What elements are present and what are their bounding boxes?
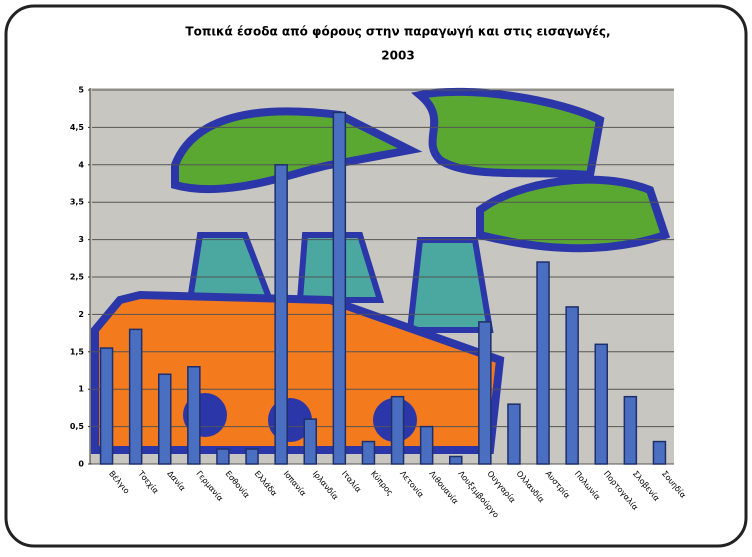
bar bbox=[478, 321, 492, 465]
y-tick-label: 1,5 bbox=[70, 347, 85, 356]
bar bbox=[128, 328, 143, 465]
bar bbox=[536, 261, 550, 465]
bar bbox=[449, 455, 463, 465]
chart-subtitle: 2003 bbox=[381, 49, 414, 63]
bar bbox=[303, 418, 317, 465]
y-tick-label: 0 bbox=[78, 460, 84, 469]
bar bbox=[245, 448, 259, 465]
y-tick-label: 3 bbox=[78, 235, 84, 244]
y-tick-label: 2 bbox=[78, 310, 84, 319]
bar bbox=[99, 347, 114, 465]
bar bbox=[274, 164, 288, 465]
y-tick-label: 2,5 bbox=[70, 273, 85, 282]
bar bbox=[332, 111, 347, 465]
y-tick-label: 1 bbox=[78, 385, 84, 394]
bar bbox=[623, 395, 638, 465]
bar bbox=[652, 440, 667, 465]
bar bbox=[565, 306, 579, 465]
bar bbox=[216, 448, 230, 465]
y-tick-label: 5 bbox=[78, 86, 84, 95]
bar bbox=[594, 343, 608, 465]
bar bbox=[187, 366, 201, 465]
bar bbox=[507, 403, 521, 465]
bar bbox=[390, 395, 405, 465]
y-tick-label: 4,5 bbox=[70, 123, 85, 132]
bar bbox=[361, 440, 376, 465]
chart-title: Τοπικά έσοδα από φόρους στην παραγωγή κα… bbox=[185, 25, 610, 39]
y-tick-label: 4 bbox=[78, 160, 84, 169]
bar bbox=[158, 373, 172, 465]
y-tick-label: 0,5 bbox=[70, 422, 85, 431]
bar bbox=[419, 425, 434, 465]
y-tick-label: 3,5 bbox=[70, 198, 85, 207]
